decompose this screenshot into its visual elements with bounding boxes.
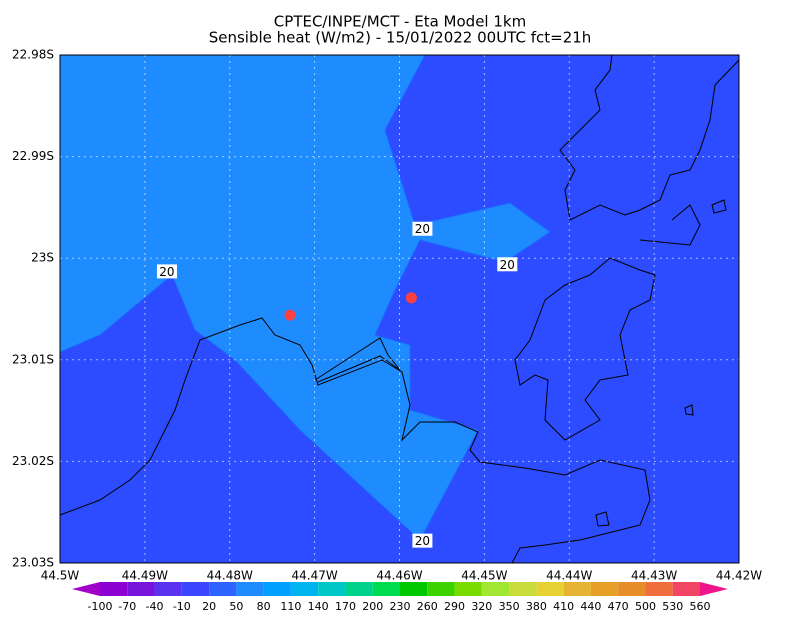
chart-title: CPTEC/INPE/MCT - Eta Model 1km (274, 13, 526, 31)
colorbar-box (290, 582, 319, 596)
x-tick-label: 44.49W (122, 569, 168, 583)
station-point (405, 292, 417, 304)
contour-label-box (497, 257, 518, 272)
contour-label-box (412, 221, 433, 236)
colorbar-box (536, 582, 564, 596)
y-tick-label: 23.01S (12, 352, 54, 366)
colorbar-extend-high (700, 582, 728, 596)
contour-label-box (156, 264, 177, 279)
x-tick-label: 44.44W (546, 569, 592, 583)
colorbar-box (618, 582, 646, 596)
x-tick-label: 44.5W (41, 569, 80, 583)
colorbar-label: 260 (417, 600, 438, 613)
colorbar-label: 380 (526, 600, 547, 613)
colorbar-box (236, 582, 264, 596)
colorbar-label: -70 (118, 600, 136, 613)
colorbar-label: 170 (335, 600, 356, 613)
colorbar-label: 80 (257, 600, 271, 613)
coastline (59, 54, 740, 564)
colorbar-label: 500 (635, 600, 656, 613)
contour-label-box (412, 533, 433, 548)
station-point (284, 309, 296, 321)
colorbar-label: 290 (444, 600, 465, 613)
y-tick-label: 23.02S (12, 454, 54, 468)
x-tick-label: 44.47W (292, 569, 338, 583)
colorbar-label: 20 (202, 600, 216, 613)
colorbar-label: 230 (390, 600, 411, 613)
colorbar-label: 440 (580, 600, 601, 613)
colorbar-box (181, 582, 210, 596)
colorbar-box (318, 582, 346, 596)
field-high (59, 54, 551, 541)
colorbar-box (400, 582, 428, 596)
colorbar-label: 320 (471, 600, 492, 613)
colorbar-box (345, 582, 373, 596)
colorbar-box (454, 582, 482, 596)
y-tick-label: 23S (31, 251, 54, 265)
colorbar-label: 200 (362, 600, 383, 613)
colorbar-label: 110 (280, 600, 301, 613)
colorbar-box (645, 582, 673, 596)
colorbar-box (100, 582, 128, 596)
colorbar-label: 140 (308, 600, 329, 613)
contour-label: 20 (159, 265, 174, 279)
contour-label: 20 (415, 534, 430, 548)
colorbar-box (590, 582, 619, 596)
x-tick-label: 44.43W (631, 569, 677, 583)
chart-subtitle: Sensible heat (W/m2) - 15/01/2022 00UTC … (209, 29, 592, 47)
colorbar-box (672, 582, 700, 596)
colorbar-label: 560 (690, 600, 711, 613)
x-tick-label: 44.48W (207, 569, 253, 583)
colorbar-label: -100 (88, 600, 113, 613)
colorbar-box (481, 582, 510, 596)
y-tick-label: 22.99S (12, 149, 54, 163)
plot-frame (59, 54, 740, 564)
colorbar-label: -10 (173, 600, 191, 613)
colorbar-box (209, 582, 237, 596)
y-tick-label: 23.03S (12, 556, 54, 570)
colorbar-box (509, 582, 537, 596)
colorbar-box (127, 582, 155, 596)
contour-label: 20 (415, 222, 430, 236)
colorbar-box (563, 582, 591, 596)
colorbar-box (372, 582, 400, 596)
colorbar-box (154, 582, 182, 596)
colorbar-label: 470 (608, 600, 629, 613)
colorbar-extend-low (72, 582, 100, 596)
colorbar-label: 410 (553, 600, 574, 613)
contour-label: 20 (500, 258, 515, 272)
x-tick-label: 44.46W (376, 569, 422, 583)
colorbar-label: 530 (662, 600, 683, 613)
colorbar-label: 350 (499, 600, 520, 613)
y-tick-label: 22.98S (12, 48, 54, 62)
x-tick-label: 44.42W (716, 569, 762, 583)
colorbar-box (427, 582, 455, 596)
colorbar-box (263, 582, 291, 596)
colorbar-label: -40 (146, 600, 164, 613)
colorbar-label: 50 (229, 600, 243, 613)
x-tick-label: 44.45W (461, 569, 507, 583)
